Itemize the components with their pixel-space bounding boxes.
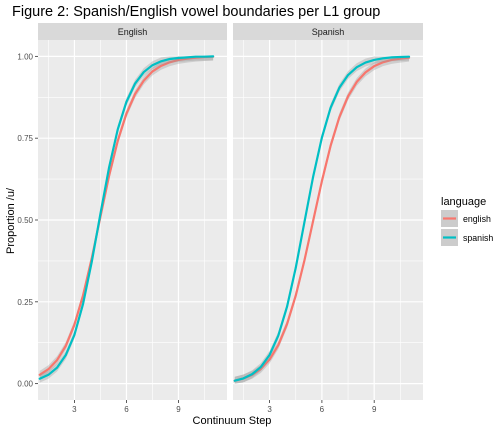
facet-strip	[233, 23, 423, 40]
series-spanish-line	[38, 55, 215, 380]
facet-strip-label: Spanish	[312, 27, 345, 37]
facet-panel: Spanish 3 6 9	[233, 23, 423, 414]
legend: language english spanish	[441, 196, 493, 246]
y-tick-label: 1.00	[17, 52, 33, 61]
legend-entry-spanish: spanish	[441, 229, 493, 246]
chart-title: Figure 2: Spanish/English vowel boundari…	[12, 4, 380, 20]
legend-label: english	[463, 214, 491, 224]
y-tick-label: 0.00	[17, 380, 33, 389]
x-tick-label: 9	[176, 405, 181, 414]
y-axis-title: Proportion /u/	[5, 187, 17, 254]
y-tick-label: 0.75	[17, 134, 33, 143]
facet-strip-label: English	[118, 27, 148, 37]
y-tick-label: 0.50	[17, 216, 33, 225]
x-tick-label: 6	[124, 405, 129, 414]
x-tick-label: 6	[320, 405, 325, 414]
x-tick-label: 9	[372, 405, 377, 414]
y-axis: 0.00 0.25 0.50 0.75 1.00	[17, 52, 38, 389]
x-tick-label: 3	[72, 405, 77, 414]
y-tick-label: 0.25	[17, 298, 33, 307]
facet-panels: English 3 6 9 Spanish 3 6 9	[38, 23, 423, 414]
legend-entry-english: english	[441, 210, 491, 227]
x-tick-label: 3	[267, 405, 272, 414]
series-english-line	[38, 55, 215, 376]
facet-strip	[38, 23, 227, 40]
legend-title: language	[441, 196, 486, 208]
series-english-line	[233, 56, 411, 382]
facet-panel: English 3 6 9	[38, 23, 227, 414]
series-spanish-line	[233, 55, 411, 382]
x-axis-title: Continuum Step	[193, 415, 272, 427]
gridlines	[233, 40, 423, 400]
legend-label: spanish	[463, 233, 493, 243]
